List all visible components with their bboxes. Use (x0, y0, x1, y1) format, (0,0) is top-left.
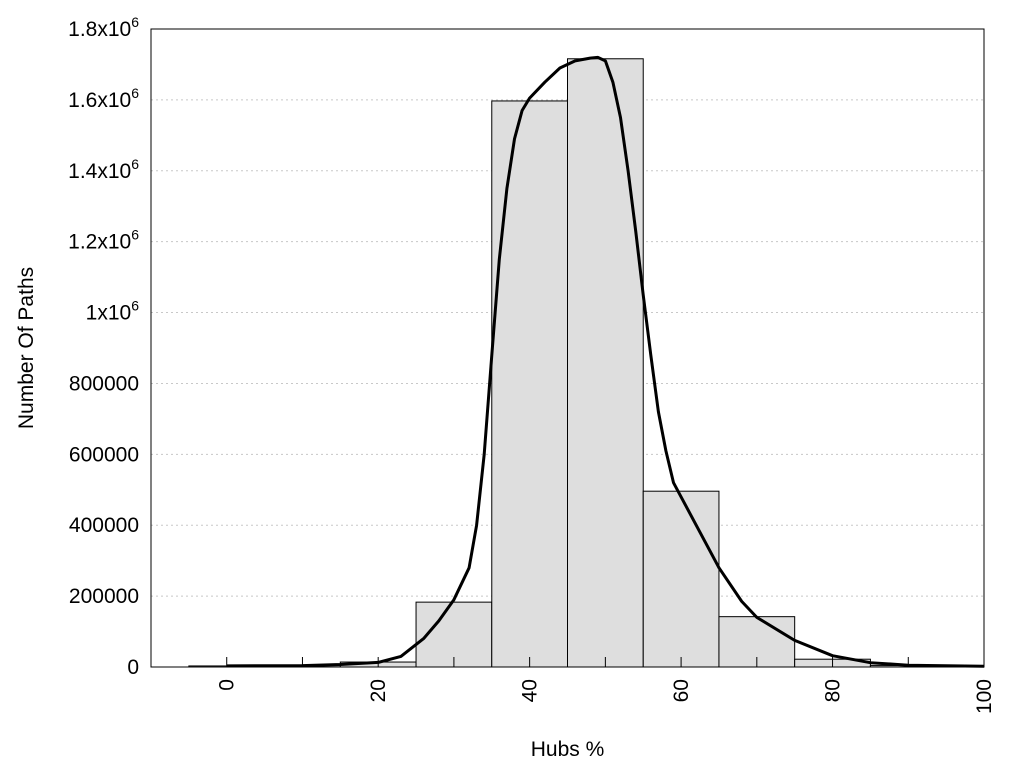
y-tick-label: 600000 (69, 443, 139, 466)
y-tick-label: 400000 (69, 514, 139, 537)
histogram-bars (188, 58, 947, 668)
y-tick-label: 1.6x106 (68, 85, 139, 112)
x-axis-label: Hubs % (531, 738, 605, 761)
histogram-bar (567, 58, 644, 668)
x-tick-label: 60 (670, 679, 693, 702)
histogram-bar (642, 490, 720, 668)
fit-curve-line (226, 55, 985, 668)
x-tick-label: 20 (367, 679, 390, 702)
y-tick-label: 1x106 (86, 298, 140, 325)
y-axis-label: Number Of Paths (15, 267, 38, 429)
fit-curve (226, 55, 985, 668)
x-tick-label: 40 (519, 679, 542, 702)
x-tick-labels: 0 20 40 60 80 100 (216, 679, 996, 714)
y-tick-label: 1.4x106 (68, 156, 139, 183)
y-tick-label: 1.2x106 (68, 227, 139, 254)
y-tick-label: 200000 (69, 585, 139, 608)
x-tick-label: 0 (216, 679, 239, 691)
y-tick-label: 0 (127, 656, 139, 679)
x-tick-label: 100 (973, 679, 996, 714)
x-tick-label: 80 (822, 679, 845, 702)
y-tick-labels: 0 200000 400000 600000 800000 1x106 1.2x106 1.4… (68, 14, 139, 679)
histogram-bar (491, 100, 569, 668)
y-tick-label: 1.8x106 (68, 14, 139, 41)
y-tick-label: 800000 (69, 372, 139, 395)
plot-frame (150, 28, 985, 668)
